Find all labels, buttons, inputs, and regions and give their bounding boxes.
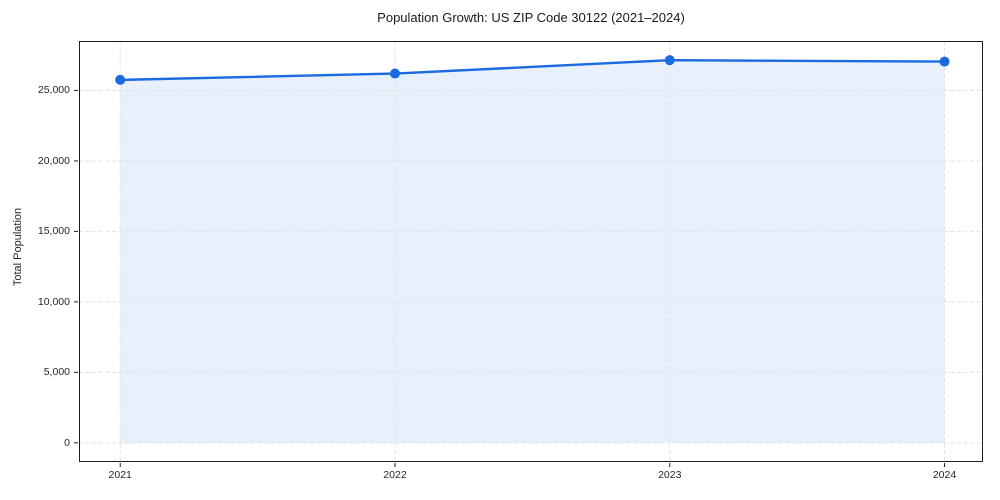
y-tick-label: 0 <box>64 436 70 449</box>
plot-border <box>79 41 983 462</box>
y-axis-label: Total Population <box>12 207 24 287</box>
x-tick-label: 2024 <box>932 469 957 481</box>
x-tick-label: 2021 <box>108 469 132 481</box>
line-chart-plot-area <box>74 41 983 467</box>
y-tick-label: 25,000 <box>37 84 70 97</box>
data-point <box>115 74 126 85</box>
data-point <box>664 55 675 66</box>
data-point <box>939 56 950 67</box>
data-point <box>389 68 400 79</box>
data-line <box>119 58 946 82</box>
y-tick-label: 5,000 <box>43 366 70 379</box>
x-tick-label: 2023 <box>658 469 682 481</box>
chart-title: Population Growth: US ZIP Code 30122 (20… <box>377 10 685 25</box>
y-tick-label: 15,000 <box>37 225 70 238</box>
y-tick-label: 10,000 <box>37 295 70 308</box>
y-tick-label: 20,000 <box>37 154 70 167</box>
x-tick-label: 2022 <box>383 469 407 481</box>
area-fill <box>120 60 945 443</box>
